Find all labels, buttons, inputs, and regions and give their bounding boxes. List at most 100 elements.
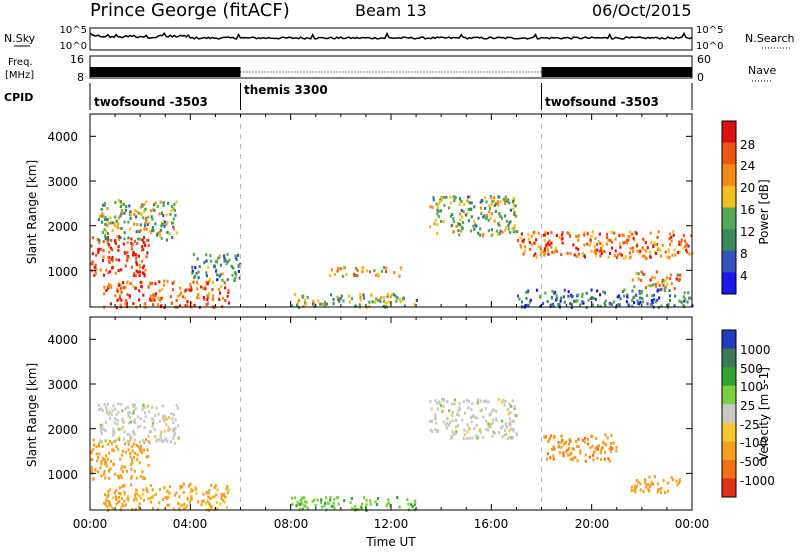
power-cell: [671, 253, 674, 257]
power-cell: [192, 252, 195, 256]
freq-right-tick-bottom: 0: [697, 71, 704, 84]
power-cell: [103, 285, 106, 289]
power-cell: [184, 288, 187, 292]
power-cell: [657, 230, 660, 234]
power-cell: [313, 302, 316, 306]
power-cell: [452, 220, 455, 224]
power-cell: [522, 252, 525, 256]
power-cell: [639, 249, 642, 253]
velocity-cell: [639, 488, 642, 492]
velocity-cell: [326, 501, 329, 505]
power-cell: [101, 212, 104, 216]
velocity-cell: [197, 500, 200, 504]
power-cell: [203, 261, 206, 265]
velocity-cell: [515, 414, 518, 418]
power-cell: [107, 286, 110, 290]
velocity-cell: [489, 412, 492, 416]
velocity-cell: [194, 486, 197, 490]
velocity-cell: [173, 441, 176, 445]
power-cell: [103, 234, 107, 238]
velocity-cell: [552, 457, 555, 461]
power-cell: [612, 300, 615, 304]
power-cell: [368, 304, 371, 308]
power-cell: [457, 229, 460, 233]
power-cell: [659, 288, 662, 292]
power-cell: [382, 266, 386, 269]
velocity-cell: [180, 503, 183, 507]
velocity-cell: [143, 405, 146, 409]
velocity-cell: [513, 405, 516, 408]
power-cell: [658, 283, 661, 287]
power-cell: [495, 229, 498, 233]
power-cell: [210, 259, 213, 263]
velocity-cell: [167, 495, 170, 499]
power-cell: [150, 209, 153, 213]
velocity-cell: [140, 496, 143, 500]
power-cell: [687, 291, 690, 295]
power-cell: [172, 217, 175, 221]
velocity-cell: [208, 489, 211, 493]
power-cell: [577, 247, 580, 251]
power-cell: [211, 288, 214, 291]
power-cell: [479, 227, 482, 231]
velocity-cell: [548, 436, 552, 440]
velocity-cell: [136, 458, 139, 462]
power-cell: [143, 224, 147, 228]
velocity-cell: [456, 424, 460, 428]
power-cell: [603, 301, 606, 305]
velocity-cell: [164, 416, 167, 420]
power-cell: [583, 231, 586, 235]
power-cell: [190, 285, 193, 289]
power-cell: [436, 212, 439, 216]
power-cell: [678, 242, 681, 246]
velocity-cell: [131, 461, 134, 464]
velocity-cell: [147, 463, 150, 467]
velocity-cell: [123, 490, 126, 494]
velocity-cell: [465, 398, 468, 402]
power-cell: [136, 223, 139, 226]
velocity-cell: [121, 502, 124, 506]
power-cell: [440, 195, 443, 199]
power-cell: [197, 276, 200, 280]
velocity-cell: [107, 493, 110, 497]
velocity-cell: [325, 496, 328, 500]
velocity-cell: [151, 425, 154, 429]
power-cell: [106, 224, 109, 228]
velocity-cell: [577, 445, 580, 448]
power-cell: [540, 250, 543, 254]
power-cell: [120, 227, 123, 230]
power-cell: [114, 271, 117, 275]
power-cell: [473, 219, 476, 223]
power-cell: [120, 212, 123, 216]
power-cell: [643, 273, 646, 277]
power-cell: [552, 251, 555, 255]
power-cell: [221, 296, 225, 300]
power-cell: [117, 199, 120, 202]
power-cell: [635, 244, 638, 248]
velocity-cell: [101, 444, 104, 448]
power-cell: [165, 213, 168, 217]
power-cell: [123, 231, 126, 235]
velocity-cell: [112, 496, 115, 500]
velocity-cell: [125, 469, 129, 473]
power-cell: [530, 234, 533, 238]
velocity-cell: [560, 445, 563, 449]
power-cell: [638, 292, 641, 295]
power-cell: [139, 205, 142, 209]
power-cell: [169, 212, 172, 216]
velocity-cell: [633, 484, 637, 488]
power-cell: [355, 266, 358, 270]
velocity-cell: [436, 401, 439, 405]
power-cell: [205, 271, 208, 275]
power-cell: [626, 241, 629, 245]
velocity-cell: [142, 476, 145, 479]
power-cell: [234, 254, 237, 258]
power-cell: [138, 289, 141, 293]
power-cell: [172, 207, 175, 211]
power-cell: [499, 200, 502, 204]
power-cbar-tick-24: 24: [740, 159, 755, 173]
power-cell: [219, 291, 222, 295]
power-cell: [663, 287, 666, 291]
velocity-cell: [104, 439, 107, 443]
power-cell: [354, 273, 357, 277]
